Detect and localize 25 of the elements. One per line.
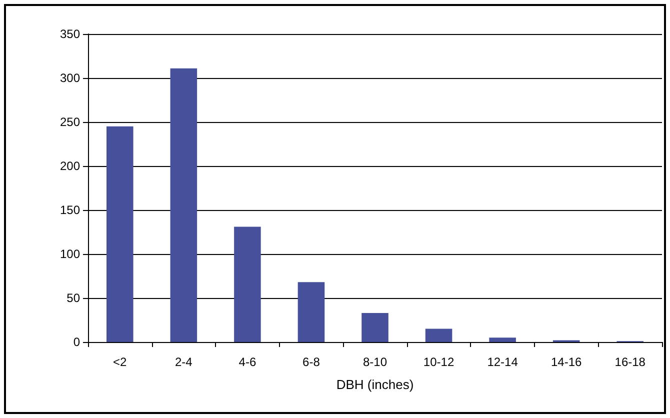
bar: [489, 338, 516, 342]
y-tick-label: 100: [60, 247, 80, 261]
x-tick-label: 2-4: [174, 355, 193, 369]
x-tick-label: 6-8: [302, 355, 320, 369]
y-tick-label: 250: [60, 115, 80, 129]
y-tick-label: 150: [60, 203, 80, 217]
bar: [170, 68, 198, 342]
y-tick-label: 50: [66, 291, 80, 305]
x-tick-label: 10-12: [423, 355, 454, 369]
x-tick-label: <2: [113, 355, 128, 369]
y-tick-label: 350: [60, 27, 80, 41]
bar: [298, 282, 325, 342]
bar: [106, 126, 134, 342]
x-tick-label: 16-18: [614, 355, 646, 369]
x-tick-label: 12-14: [487, 355, 518, 369]
bar: [362, 312, 388, 342]
bar: [425, 328, 452, 342]
bar: [234, 226, 261, 342]
y-tick-label: 200: [60, 159, 80, 173]
x-tick-label: 14-16: [550, 355, 582, 369]
y-tick-label: 0: [73, 335, 80, 349]
x-tick-label: 8-10: [362, 355, 388, 369]
x-tick-label: 4-6: [238, 355, 256, 369]
x-axis-title: DBH (inches): [336, 377, 414, 392]
y-tick-label: 300: [60, 71, 80, 85]
